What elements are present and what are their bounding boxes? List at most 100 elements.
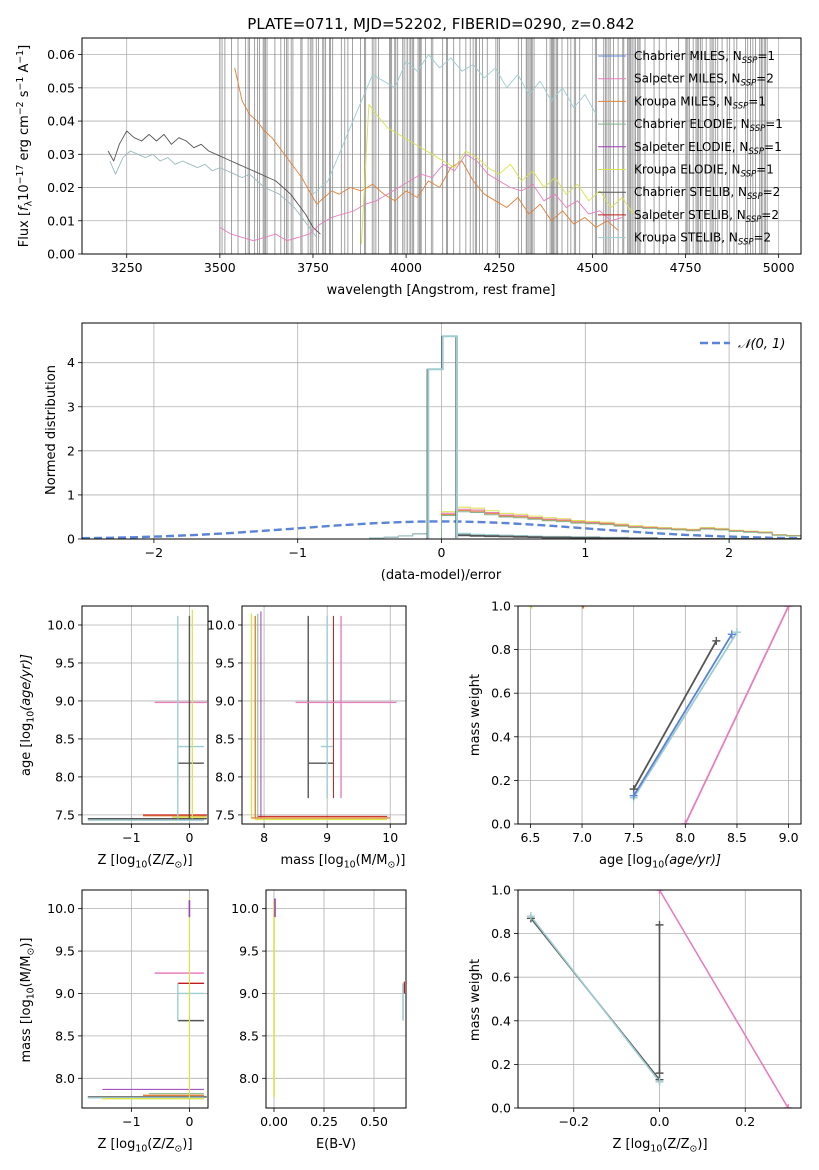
y-tick-label: 10.0 xyxy=(231,901,259,916)
x-tick-label: 4000 xyxy=(390,260,422,275)
label-part: )] xyxy=(697,1137,707,1152)
axes-residuals: −2 −1 0 1 2 0 1 2 3 4 (data-model)/error Normed dis… xyxy=(44,322,802,583)
y-tick-label: 9.0 xyxy=(55,986,75,1001)
y-axis-label: mass weight xyxy=(468,959,483,1041)
y-tick-label: 0.0 xyxy=(491,1101,511,1116)
y-tick-label: 0.4 xyxy=(491,1013,511,1028)
weight-marker xyxy=(655,920,664,929)
y-axis-label: age [log10(age/yr)] xyxy=(19,654,37,776)
legend-main: Salpeter STELIB, N xyxy=(634,208,746,222)
legend-entry: Chabrier ELODIE, NSSP=1 xyxy=(634,117,783,134)
gridlines xyxy=(266,890,406,1108)
axes-mass_vs_z: −1 08.08.59.09.510.0Z [log10(Z/Z⊙)]mass [… xyxy=(19,889,209,1155)
weight-marker xyxy=(629,791,638,800)
legend-sub: SSP xyxy=(746,215,762,225)
axes-spectrum: 3250 3500 3750 4000 4250 4500 4750 5000 0.00 0.01… xyxy=(15,37,802,298)
legend-sub: SSP xyxy=(747,192,763,202)
x-tick-label: 5000 xyxy=(763,260,795,275)
legend-main: Kroupa STELIB, N xyxy=(634,231,738,245)
label-part: (age/yr)] xyxy=(664,853,721,868)
spectrum-line-kroupa_elodie xyxy=(360,104,634,245)
histogram-peak-chabrier_stelib xyxy=(426,335,457,539)
x-tick-label: 10 xyxy=(382,830,398,845)
label-part: −17 xyxy=(15,165,26,185)
y-tick-label: 8.5 xyxy=(55,1028,75,1043)
plot-area xyxy=(266,890,406,1108)
axes-mass_vs_ebv: 0.00 0.25 0.50 8.0 8.5 9.0 9.5 10.0 E(B-V) xyxy=(231,889,407,1152)
label-part: 10 xyxy=(26,987,37,999)
plot-area xyxy=(518,606,801,824)
legend-sub: SSP xyxy=(742,56,758,66)
label-part: ⊙ xyxy=(387,860,395,871)
x-axis-label: Z [log10(Z/Z⊙)] xyxy=(612,1137,707,1155)
legend-sub: SSP xyxy=(748,147,764,157)
label-part: f xyxy=(17,204,32,211)
legend-entry: Chabrier MILES, NSSP=1 xyxy=(634,49,775,66)
histogram-low-chabrier_stelib xyxy=(455,534,801,539)
legend-entry: Salpeter MILES, NSSP=2 xyxy=(634,72,774,89)
x-axis-label: Z [log10(Z/Z⊙)] xyxy=(97,853,192,871)
y-tick-label: 1 xyxy=(67,487,75,502)
spectrum-line-kroupa_stelib xyxy=(312,54,597,195)
x-tick-label: 3250 xyxy=(111,260,143,275)
x-tick-label: 9.0 xyxy=(779,830,799,845)
label-part: Z [log xyxy=(97,1137,135,1152)
x-tick-label: 7.5 xyxy=(624,830,644,845)
label-part: 10 xyxy=(652,860,664,871)
x-tick-label: 6.5 xyxy=(520,830,540,845)
label-part: ⊙ xyxy=(175,1144,183,1155)
axes-frame xyxy=(517,605,802,825)
x-tick-label: 2 xyxy=(725,545,733,560)
gridlines xyxy=(82,38,801,254)
weight-line-chabrier_stelib xyxy=(632,640,718,790)
label-part: s xyxy=(17,90,32,101)
label-part: ⊙ xyxy=(175,860,183,871)
weight-line-kroupa_stelib xyxy=(632,631,738,799)
plot-area xyxy=(518,890,801,1108)
legend-entry: Kroupa STELIB, NSSP=2 xyxy=(634,231,771,248)
legend-sub: SSP xyxy=(750,124,766,134)
axes-frame xyxy=(81,37,802,255)
y-tick-label: 9.5 xyxy=(239,944,259,959)
legend-tail: =2 xyxy=(754,231,772,245)
y-tick-label: 0.2 xyxy=(491,1057,511,1072)
y-tick-label: 9.0 xyxy=(239,986,259,1001)
x-axis-label: wavelength [Angstrom, rest frame] xyxy=(327,283,556,298)
x-tick-label: 7.0 xyxy=(572,830,592,845)
axes-mass_weight_vs_age: 6.5 7.0 7.5 8.0 8.5 9.0 0.0 0.2 0.4 0.6 0.8 1.0 age … xyxy=(468,599,802,871)
weight-line-salpeter_miles xyxy=(684,606,790,824)
y-axis-label: Flux [fλ10−17 erg cm−2 s−1 A−1] xyxy=(15,45,35,247)
label-part: ] xyxy=(17,45,32,50)
y-tick-label: 9.5 xyxy=(215,655,235,670)
y-tick-label: 0.8 xyxy=(491,926,511,941)
label-part: erg cm xyxy=(17,115,32,164)
y-tick-label: 7.5 xyxy=(55,807,75,822)
y-tick-label: 8.5 xyxy=(55,731,75,746)
y-tick-label: 2 xyxy=(67,443,75,458)
x-tick-label: 0.25 xyxy=(310,1114,338,1129)
weight-marker xyxy=(655,890,664,894)
axes-frame xyxy=(241,605,407,825)
x-tick-label: 0.00 xyxy=(260,1114,288,1129)
legend-main: Kroupa MILES, N xyxy=(634,94,733,108)
legend-sub: SSP xyxy=(738,238,754,248)
plot-area xyxy=(82,890,208,1108)
y-tick-label: 8.0 xyxy=(55,769,75,784)
weight-line-chabrier_miles xyxy=(632,633,733,797)
legend-main: Chabrier STELIB, N xyxy=(634,185,747,199)
x-tick-label: 8.5 xyxy=(727,830,747,845)
label-part: mass [log xyxy=(19,999,34,1062)
axes-frame xyxy=(81,605,209,825)
x-tick-label: 0 xyxy=(185,830,193,845)
label-part: (Z/Z xyxy=(147,853,174,868)
label-part: (age/yr)] xyxy=(19,654,34,711)
label-part: −2 xyxy=(15,101,26,115)
y-tick-label: 10.0 xyxy=(47,617,75,632)
legend-main: Kroupa ELODIE, N xyxy=(634,163,741,177)
label-part: Z [log xyxy=(97,853,135,868)
x-tick-label: −1 xyxy=(122,830,140,845)
x-axis-label: mass [log10(M/M⊙)] xyxy=(281,853,406,871)
y-tick-label: 9.5 xyxy=(55,944,75,959)
legend: 𝒩(0, 1) xyxy=(700,337,785,352)
weight-marker xyxy=(655,1077,664,1086)
